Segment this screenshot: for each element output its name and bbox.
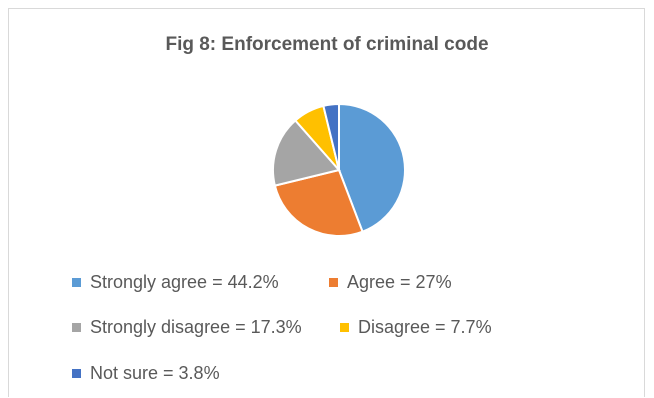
legend-label: Agree = 27% <box>347 272 452 292</box>
pie-slice-1 <box>273 168 364 237</box>
chart-frame <box>8 8 645 397</box>
chart-title: Fig 8: Enforcement of criminal code <box>165 34 489 55</box>
legend-label: Strongly disagree = 17.3% <box>90 317 302 337</box>
legend-item-agree: Agree = 27% <box>329 272 452 293</box>
legend-label: Strongly agree = 44.2% <box>90 272 279 292</box>
legend-swatch <box>72 323 81 332</box>
pie-slice-0 <box>338 102 406 233</box>
legend-swatch <box>329 278 338 287</box>
legend-swatch <box>340 323 349 332</box>
legend-item-strongly-agree: Strongly agree = 44.2% <box>72 272 279 293</box>
legend-swatch <box>72 369 81 378</box>
pie-slice-4 <box>322 102 340 171</box>
pie-slice-2 <box>272 119 341 187</box>
legend-label: Not sure = 3.8% <box>90 363 220 383</box>
legend-label: Disagree = 7.7% <box>358 317 492 337</box>
legend-item-disagree: Disagree = 7.7% <box>340 317 492 338</box>
legend-item-strongly-disagree: Strongly disagree = 17.3% <box>72 317 302 338</box>
legend-swatch <box>72 278 81 287</box>
legend-item-not-sure: Not sure = 3.8% <box>72 363 220 384</box>
